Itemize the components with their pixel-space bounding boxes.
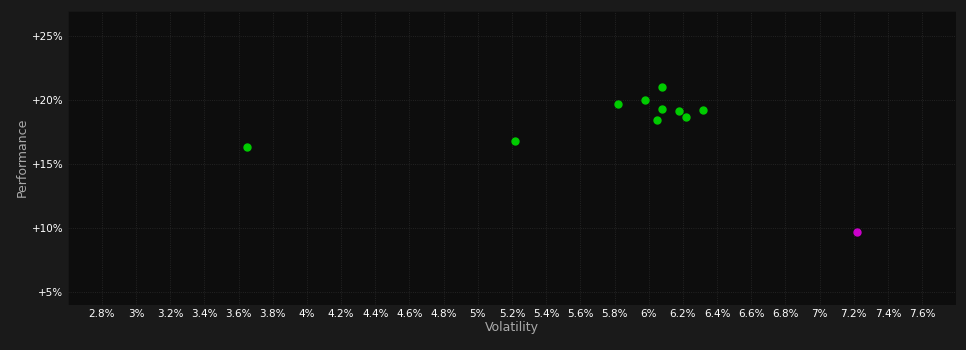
Point [649,118,665,123]
Point [696,107,711,113]
Point [671,109,687,114]
Point [655,84,670,90]
Point [638,97,653,103]
Y-axis label: Performance: Performance [15,118,29,197]
Point [611,101,626,107]
Point [240,145,255,150]
Point [678,114,694,119]
Point [655,106,670,112]
X-axis label: Volatility: Volatility [485,321,539,335]
Point [508,138,524,144]
Point [849,229,865,234]
